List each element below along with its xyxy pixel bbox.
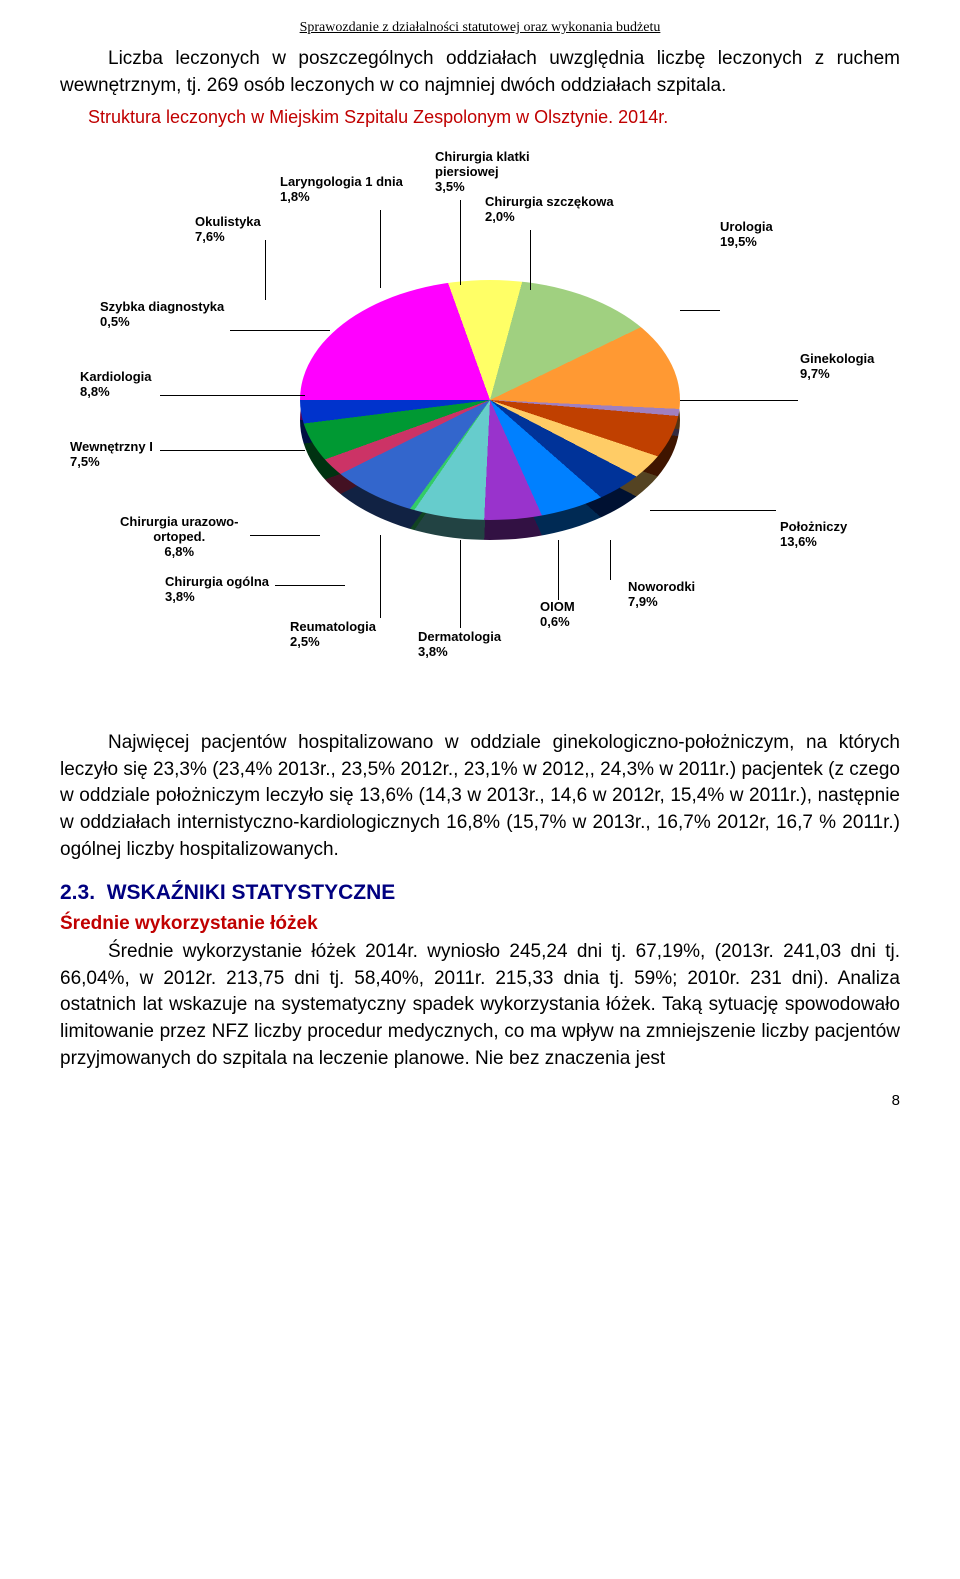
label-chir-szczekowa: Chirurgia szczękowa2,0%	[485, 195, 614, 225]
page-header: Sprawozdanie z działalności statutowej o…	[60, 20, 900, 36]
label-oiom: OIOM0,6%	[540, 600, 575, 630]
label-kardiologia: Kardiologia8,8%	[80, 370, 152, 400]
label-laryngologia: Laryngologia 1 dnia1,8%	[280, 175, 403, 205]
label-polozniczy: Położniczy13,6%	[780, 520, 847, 550]
chart-title: Struktura leczonych w Miejskim Szpitalu …	[88, 107, 900, 128]
label-urologia: Urologia19,5%	[720, 220, 773, 250]
label-szybka-diag: Szybka diagnostyka0,5%	[100, 300, 224, 330]
label-noworodki: Noworodki7,9%	[628, 580, 695, 610]
pie-body	[300, 280, 680, 660]
subhead-lozek: Średnie wykorzystanie łóżek	[60, 913, 900, 935]
tail-paragraph: Średnie wykorzystanie łóżek 2014r. wynio…	[60, 939, 900, 1072]
label-wewnetrzny: Wewnętrzny I7,5%	[70, 440, 153, 470]
label-reumatologia: Reumatologia2,5%	[290, 620, 376, 650]
pie-chart: Urologia19,5% Ginekologia9,7% Położniczy…	[60, 140, 900, 700]
label-chirurgia-urazowo: Chirurgia urazowo-ortoped.6,8%	[120, 515, 238, 560]
label-dermatologia: Dermatologia3,8%	[418, 630, 501, 660]
label-chirurgia-ogolna: Chirurgia ogólna3,8%	[165, 575, 269, 605]
intro-paragraph: Liczba leczonych w poszczególnych oddzia…	[60, 46, 900, 99]
body-paragraph: Najwięcej pacjentów hospitalizowano w od…	[60, 730, 900, 863]
label-chir-klatki: Chirurgia klatkipiersiowej3,5%	[435, 150, 530, 195]
page-number: 8	[60, 1092, 900, 1109]
label-okulistyka: Okulistyka7,6%	[195, 215, 261, 245]
label-ginekologia: Ginekologia9,7%	[800, 352, 874, 382]
section-heading: 2.3. WSKAŹNIKI STATYSTYCZNE	[60, 881, 900, 905]
